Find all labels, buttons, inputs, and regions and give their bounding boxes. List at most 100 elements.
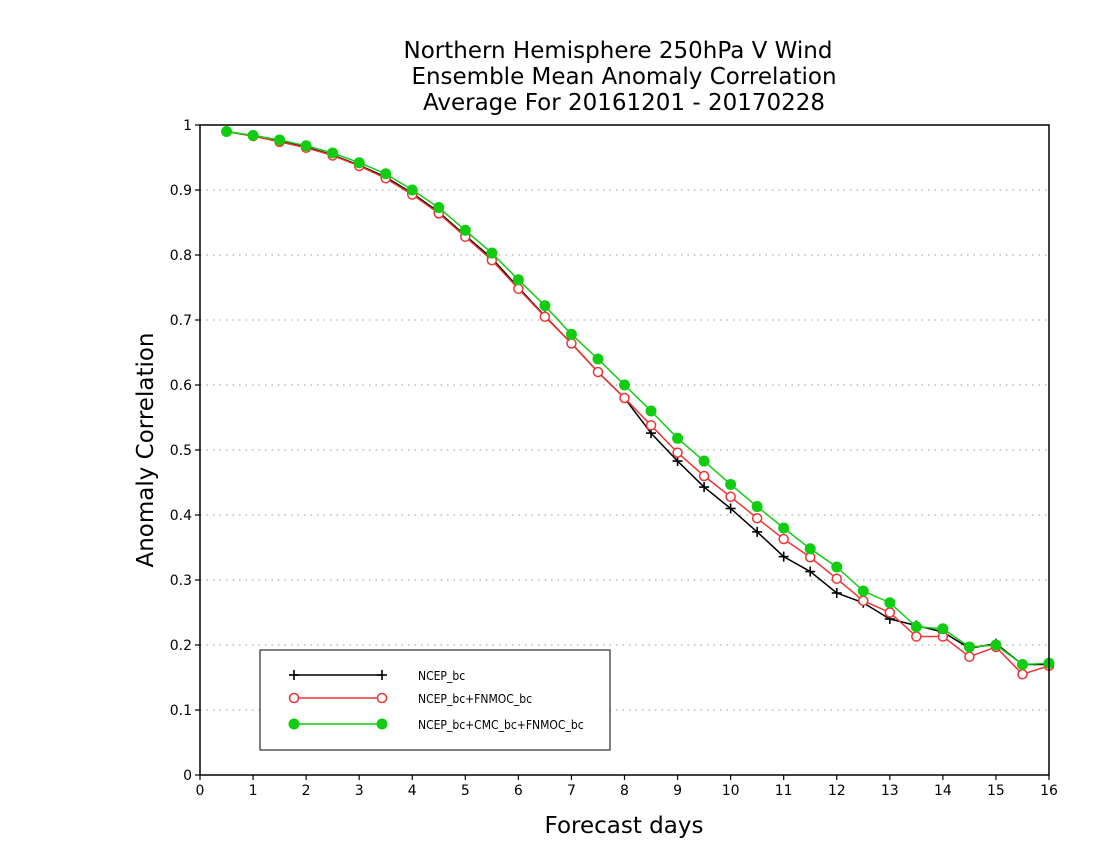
- legend-marker-ncep-fnmoc: [288, 692, 300, 704]
- data-point-ncep-fnmoc: [964, 651, 975, 662]
- x-tick-label: 7: [567, 783, 576, 799]
- x-axis-label: Forecast days: [545, 813, 704, 839]
- data-point-ncep-cmc-fnmoc: [565, 328, 577, 340]
- series-ncep-fnmoc: [221, 126, 1055, 680]
- data-point-ncep-fnmoc: [672, 447, 683, 458]
- data-point-ncep-cmc-fnmoc: [884, 597, 896, 609]
- y-tick-label: 0.4: [170, 508, 192, 524]
- data-point-ncep-bc: [699, 482, 710, 493]
- legend-marker-ncep-bc: [289, 670, 299, 680]
- data-point-ncep-cmc-fnmoc: [512, 274, 524, 286]
- series-line-ncep-fnmoc: [226, 130, 1050, 676]
- data-point-ncep-bc: [778, 551, 789, 562]
- y-tick-label: 0: [183, 768, 192, 784]
- x-tick-label: 13: [881, 783, 899, 799]
- data-point-ncep-fnmoc: [592, 366, 604, 378]
- data-point-ncep-cmc-fnmoc: [910, 621, 922, 633]
- data-point-ncep-cmc-fnmoc: [406, 184, 418, 196]
- data-point-ncep-cmc-fnmoc: [221, 126, 233, 137]
- data-point-ncep-cmc-fnmoc: [380, 168, 392, 180]
- data-point-ncep-cmc-fnmoc: [592, 353, 604, 365]
- data-point-ncep-cmc-fnmoc: [486, 247, 498, 259]
- legend-marker-ncep-fnmoc: [376, 692, 388, 704]
- legend-marker-ncep-cmc-fnmoc: [288, 718, 300, 730]
- legend-label-ncep-fnmoc: NCEP_bc+FNMOC_bc: [418, 692, 532, 706]
- grid-layer: [200, 189, 1049, 711]
- data-point-ncep-fnmoc: [566, 338, 577, 349]
- data-point-ncep-fnmoc: [751, 513, 763, 524]
- data-point-ncep-cmc-fnmoc: [619, 379, 630, 391]
- chart-title-line-3: Average For 20161201 - 20170228: [423, 90, 825, 116]
- data-point-ncep-cmc-fnmoc: [804, 543, 816, 555]
- x-tick-label: 14: [934, 783, 952, 799]
- data-point-ncep-bc: [725, 503, 736, 514]
- x-tick-label: 1: [249, 783, 258, 799]
- data-point-ncep-fnmoc: [778, 533, 789, 545]
- x-tick-label: 16: [1040, 783, 1058, 799]
- series-line-ncep-cmc-fnmoc: [226, 130, 1050, 666]
- legend-marker-ncep-bc: [377, 670, 387, 680]
- data-point-ncep-cmc-fnmoc: [459, 224, 471, 236]
- data-point-ncep-cmc-fnmoc: [831, 561, 843, 573]
- x-tick-label: 0: [196, 783, 205, 799]
- data-point-ncep-cmc-fnmoc: [1016, 659, 1028, 670]
- y-tick-label: 0.1: [170, 703, 192, 719]
- y-tick-label: 0.7: [170, 313, 192, 329]
- data-point-ncep-fnmoc: [884, 607, 896, 618]
- y-tick-label: 0.3: [170, 573, 192, 589]
- data-point-ncep-cmc-fnmoc: [300, 140, 312, 152]
- series-ncep-cmc-fnmoc: [221, 126, 1055, 670]
- data-point-ncep-cmc-fnmoc: [539, 300, 551, 312]
- legend-label-ncep-bc: NCEP_bc: [418, 669, 465, 683]
- data-point-ncep-cmc-fnmoc: [725, 478, 737, 490]
- data-point-ncep-bc: [805, 566, 816, 577]
- data-point-ncep-cmc-fnmoc: [433, 202, 445, 214]
- y-tick-label: 0.9: [170, 183, 192, 199]
- data-point-ncep-fnmoc: [725, 491, 736, 503]
- data-point-ncep-cmc-fnmoc: [247, 129, 259, 141]
- y-tick-label: 0.8: [170, 248, 192, 264]
- data-point-ncep-fnmoc: [1017, 669, 1028, 680]
- data-point-ncep-cmc-fnmoc: [937, 623, 949, 635]
- chart-title-line-1: Northern Hemisphere 250hPa V Wind: [404, 38, 833, 64]
- x-tick-label: 6: [514, 783, 523, 799]
- data-point-ncep-fnmoc: [619, 392, 630, 404]
- data-point-ncep-cmc-fnmoc: [274, 134, 286, 146]
- data-point-ncep-fnmoc: [645, 420, 657, 431]
- x-tick-label: 8: [620, 783, 629, 799]
- legend-label-ncep-cmc-fnmoc: NCEP_bc+CMC_bc+FNMOC_bc: [418, 718, 584, 732]
- data-point-ncep-cmc-fnmoc: [778, 522, 790, 534]
- data-point-ncep-fnmoc: [858, 595, 869, 607]
- x-tick-label: 5: [461, 783, 470, 799]
- legend-samples: [288, 670, 388, 730]
- y-tick-label: 0.2: [170, 638, 192, 654]
- x-tick-label: 2: [302, 783, 311, 799]
- legend-box: [259, 649, 611, 751]
- data-point-ncep-fnmoc: [831, 573, 842, 584]
- data-point-ncep-cmc-fnmoc: [698, 455, 710, 467]
- y-tick-label: 0.6: [170, 378, 192, 394]
- data-point-ncep-cmc-fnmoc: [990, 639, 1002, 651]
- x-tick-label: 10: [722, 783, 740, 799]
- ticks-layer: 00.10.20.30.40.50.60.70.80.910 1 2 3 4 5 6 7 8 9 1…: [170, 118, 1058, 799]
- y-axis-label: Anomaly Correlation: [133, 332, 159, 567]
- data-point-ncep-cmc-fnmoc: [645, 405, 657, 417]
- data-point-ncep-cmc-fnmoc: [751, 501, 763, 513]
- data-point-ncep-cmc-fnmoc: [327, 147, 339, 159]
- data-point-ncep-fnmoc: [539, 311, 551, 322]
- data-point-ncep-cmc-fnmoc: [672, 432, 684, 444]
- x-tick-label: 3: [355, 783, 364, 799]
- x-tick-label: 15: [987, 783, 1005, 799]
- x-tick-label: 4: [408, 783, 417, 799]
- data-point-ncep-fnmoc: [698, 470, 710, 482]
- data-point-ncep-fnmoc: [911, 631, 922, 642]
- legend: NCEP_bc NCEP_bc+FNMOC_bc NCEP_bc+CMC_bc+…: [259, 649, 611, 751]
- data-point-ncep-cmc-fnmoc: [857, 585, 869, 597]
- x-tick-label: 12: [828, 783, 846, 799]
- data-point-ncep-bc: [831, 588, 842, 598]
- data-point-ncep-cmc-fnmoc: [353, 157, 365, 169]
- x-tick-label: 9: [673, 783, 682, 799]
- x-tick-label: 11: [775, 783, 793, 799]
